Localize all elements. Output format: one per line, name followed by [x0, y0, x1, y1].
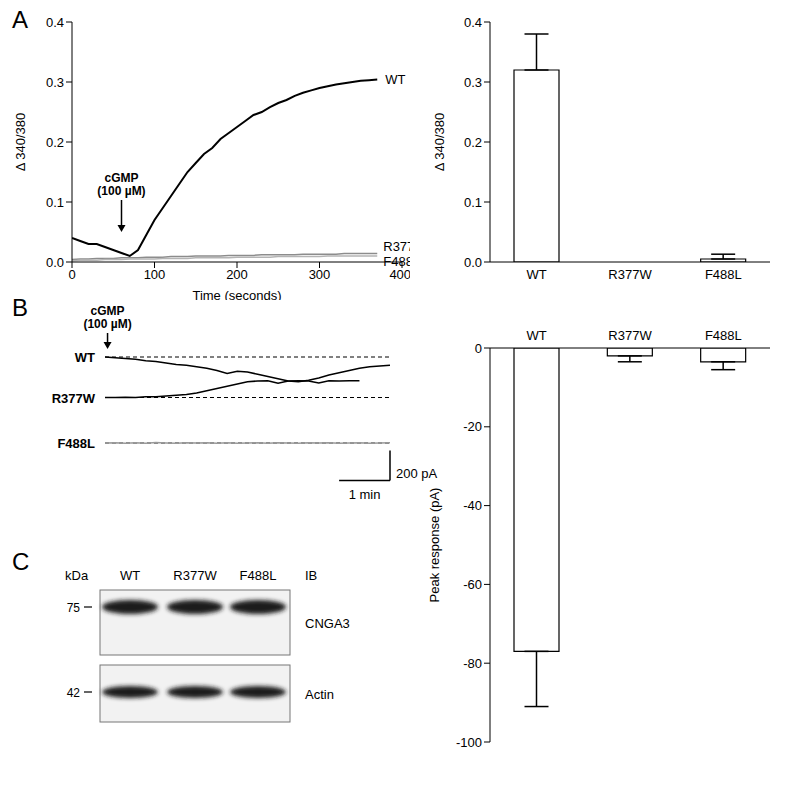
svg-text:0: 0	[475, 341, 482, 356]
svg-text:R377W: R377W	[52, 390, 96, 405]
svg-text:-80: -80	[463, 656, 482, 671]
svg-text:IB: IB	[305, 568, 317, 583]
svg-text:WT: WT	[527, 328, 547, 343]
svg-text:WT: WT	[75, 350, 95, 365]
svg-text:0.0: 0.0	[46, 255, 64, 270]
svg-text:R377W: R377W	[608, 267, 652, 282]
svg-text:0.0: 0.0	[464, 255, 482, 270]
svg-text:WT: WT	[385, 72, 405, 87]
svg-text:Time (seconds): Time (seconds)	[192, 288, 281, 300]
svg-text:100: 100	[144, 267, 166, 282]
svg-text:F488L: F488L	[705, 328, 742, 343]
svg-text:CNGA3: CNGA3	[305, 616, 350, 631]
svg-text:1 min: 1 min	[349, 487, 381, 502]
svg-text:0.2: 0.2	[464, 135, 482, 150]
svg-text:-20: -20	[463, 419, 482, 434]
svg-text:R377W: R377W	[608, 328, 652, 343]
svg-text:Δ 340/380: Δ 340/380	[432, 113, 447, 172]
svg-text:0.3: 0.3	[46, 75, 64, 90]
svg-text:-40: -40	[463, 498, 482, 513]
svg-text:75: 75	[67, 601, 81, 615]
svg-text:(100 µM): (100 µM)	[97, 184, 145, 198]
svg-text:-100: -100	[456, 735, 482, 750]
svg-text:F488L: F488L	[240, 568, 277, 583]
svg-text:Actin: Actin	[305, 687, 334, 702]
svg-text:200: 200	[226, 267, 248, 282]
svg-text:cGMP: cGMP	[91, 304, 125, 318]
svg-text:0.2: 0.2	[46, 135, 64, 150]
svg-text:0.4: 0.4	[46, 15, 64, 30]
svg-text:cGMP: cGMP	[104, 171, 138, 185]
svg-text:0.3: 0.3	[464, 75, 482, 90]
svg-text:R377W: R377W	[173, 568, 217, 583]
svg-text:(100 µM): (100 µM)	[83, 317, 131, 331]
svg-text:Peak response (pA): Peak response (pA)	[427, 488, 442, 603]
svg-text:WT: WT	[120, 568, 140, 583]
svg-text:Δ 340/380: Δ 340/380	[13, 113, 28, 172]
svg-text:200 pA: 200 pA	[396, 466, 438, 481]
svg-text:-60: -60	[463, 577, 482, 592]
svg-text:42: 42	[67, 686, 81, 700]
svg-text:F488L: F488L	[705, 267, 742, 282]
svg-text:WT: WT	[527, 267, 547, 282]
svg-text:400: 400	[389, 267, 410, 282]
svg-text:0: 0	[68, 267, 75, 282]
svg-text:0.1: 0.1	[464, 195, 482, 210]
svg-text:F488L: F488L	[57, 436, 95, 451]
svg-text:kDa: kDa	[65, 568, 89, 583]
svg-text:R377W: R377W	[383, 239, 410, 254]
svg-text:300: 300	[309, 267, 331, 282]
html-text:C: C	[12, 548, 30, 575]
html-text:B: B	[12, 294, 28, 321]
svg-text:0.4: 0.4	[464, 15, 482, 30]
svg-text:0.1: 0.1	[46, 195, 64, 210]
